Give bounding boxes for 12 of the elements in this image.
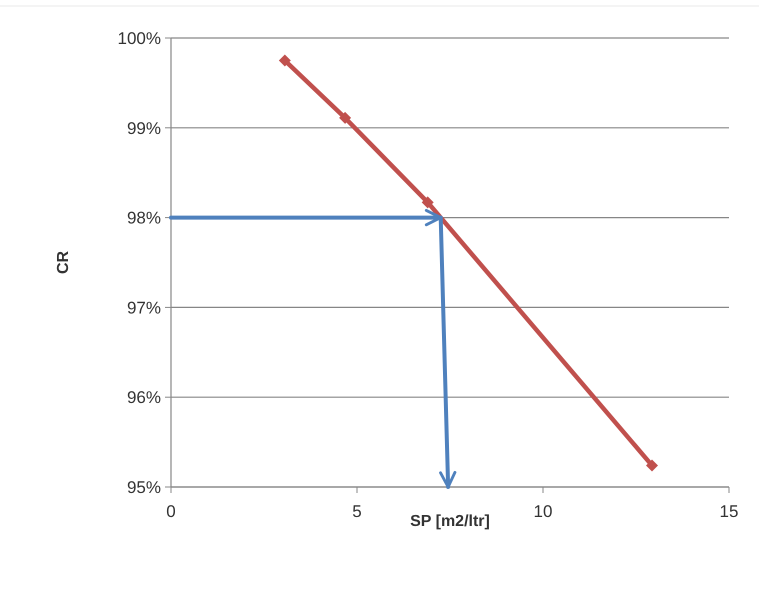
y-tick-label: 95% xyxy=(126,478,161,497)
y-tick-label: 100% xyxy=(118,28,161,48)
y-tick-label: 96% xyxy=(126,388,161,408)
y-axis-title: CR xyxy=(55,250,72,274)
x-tick-label: 0 xyxy=(166,502,176,521)
x-tick-label: 15 xyxy=(720,502,738,521)
y-tick-label: 97% xyxy=(126,298,161,318)
x-axis-title: SP [m2/ltr] xyxy=(410,513,490,530)
x-tick-label: 5 xyxy=(352,502,362,521)
x-tick-label: 10 xyxy=(534,502,552,521)
y-tick-label: 98% xyxy=(126,208,161,228)
y-tick-label: 99% xyxy=(126,118,161,138)
